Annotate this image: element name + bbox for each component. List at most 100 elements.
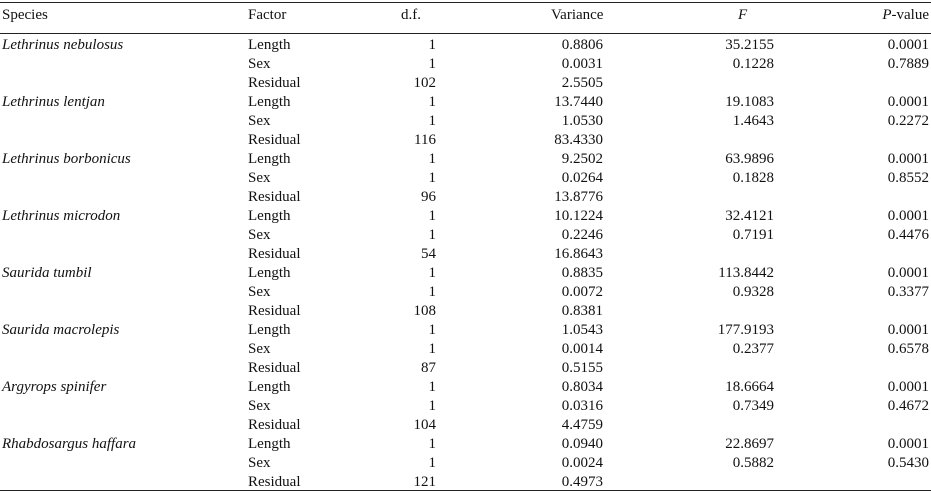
factor-cell: Sex (248, 56, 271, 72)
table-row: Residual 96 13.8776 (0, 188, 931, 207)
variance-cell: 0.2246 (561, 227, 603, 243)
f-cell: 22.8697 (725, 436, 774, 452)
species-name: Saurida tumbil (2, 265, 92, 281)
p-value-cell: 0.0001 (887, 37, 929, 53)
variance-cell: 16.8643 (554, 246, 603, 262)
f-cell: 113.8442 (718, 265, 774, 281)
factor-cell: Residual (248, 75, 301, 91)
variance-cell: 0.0264 (561, 170, 603, 186)
table-row: Sex 1 0.0264 0.1828 0.8552 (0, 169, 931, 188)
factor-cell: Sex (248, 284, 271, 300)
header-variance: Variance (551, 7, 604, 23)
header-p-letter: P (882, 7, 892, 23)
df-cell: 96 (421, 189, 436, 205)
df-cell: 104 (413, 417, 437, 433)
df-cell: 1 (428, 379, 437, 395)
factor-cell: Length (248, 436, 291, 452)
table-row: Argyrops spinifer Length 1 0.8034 18.6664 0.0… (0, 378, 931, 397)
table-row: Residual 104 4.4759 (0, 416, 931, 435)
df-cell: 1 (428, 284, 437, 300)
f-cell: 0.7349 (732, 398, 774, 414)
variance-cell: 0.8806 (561, 37, 603, 53)
variance-cell: 0.0024 (561, 455, 603, 471)
table-top-rule (0, 2, 931, 3)
table-row: Residual 108 0.8381 (0, 302, 931, 321)
p-value-cell: 0.4476 (887, 227, 929, 243)
table-body: Lethrinus nebulosus Length 1 0.8806 35.2155 0… (0, 36, 931, 492)
factor-cell: Length (248, 37, 291, 53)
df-cell: 1 (428, 113, 437, 129)
df-cell: 116 (414, 132, 436, 148)
df-cell: 1 (428, 436, 437, 452)
df-cell: 1 (428, 341, 437, 357)
p-value-cell: 0.5430 (887, 455, 929, 471)
df-cell: 102 (413, 75, 437, 91)
table-row: Sex 1 0.2246 0.7191 0.4476 (0, 226, 931, 245)
table-row: Residual 116 83.4330 (0, 131, 931, 150)
factor-cell: Residual (248, 417, 301, 433)
f-cell: 63.9896 (725, 151, 774, 167)
p-value-cell: 0.2272 (887, 113, 929, 129)
factor-cell: Sex (248, 170, 271, 186)
variance-cell: 0.8034 (561, 379, 603, 395)
variance-cell: 0.0031 (561, 56, 603, 72)
factor-cell: Sex (248, 227, 271, 243)
variance-cell: 1.0530 (561, 113, 603, 129)
variance-cell: 13.7440 (554, 94, 603, 110)
species-name: Lethrinus borbonicus (2, 151, 131, 167)
df-cell: 1 (428, 170, 437, 186)
variance-cell: 0.0316 (561, 398, 603, 414)
species-name: Rhabdosargus haffara (2, 436, 137, 452)
f-cell: 0.2377 (732, 341, 774, 357)
table-row: Rhabdosargus haffara Length 1 0.0940 22.8697… (0, 435, 931, 454)
table-row: Sex 1 0.0031 0.1228 0.7889 (0, 55, 931, 74)
df-cell: 1 (428, 398, 437, 414)
table-header-rule (0, 33, 931, 34)
species-name: Lethrinus microdon (2, 208, 121, 224)
table-row: Lethrinus microdon Length 1 10.1224 32.4121 0… (0, 207, 931, 226)
variance-cell: 4.4759 (561, 417, 603, 433)
variance-cell: 0.4973 (561, 474, 603, 490)
f-cell: 19.1083 (725, 94, 774, 110)
factor-cell: Sex (248, 113, 271, 129)
table-row: Residual 54 16.8643 (0, 245, 931, 264)
df-cell: 1 (428, 56, 437, 72)
p-value-cell: 0.0001 (887, 436, 929, 452)
df-cell: 87 (421, 360, 436, 376)
f-cell: 0.1828 (732, 170, 774, 186)
df-cell: 1 (428, 322, 437, 338)
df-cell: 1 (428, 37, 437, 53)
f-cell: 0.7191 (732, 227, 774, 243)
f-cell: 1.4643 (732, 113, 774, 129)
factor-cell: Length (248, 94, 291, 110)
variance-cell: 83.4330 (554, 132, 603, 148)
table-bottom-rule (0, 490, 931, 491)
table-row: Sex 1 1.0530 1.4643 0.2272 (0, 112, 931, 131)
factor-cell: Sex (248, 398, 271, 414)
table-row: Sex 1 0.0316 0.7349 0.4672 (0, 397, 931, 416)
f-cell: 177.9193 (717, 322, 774, 338)
factor-cell: Length (248, 151, 291, 167)
factor-cell: Sex (248, 455, 271, 471)
f-cell: 18.6664 (725, 379, 774, 395)
header-factor: Factor (248, 7, 287, 23)
table-row: Lethrinus lentjan Length 1 13.7440 19.1083 0.… (0, 93, 931, 112)
df-cell: 1 (428, 208, 437, 224)
factor-cell: Sex (248, 341, 271, 357)
p-value-cell: 0.6578 (887, 341, 929, 357)
header-p-suffix: -value (891, 7, 929, 23)
factor-cell: Residual (248, 360, 301, 376)
table-row: Residual 121 0.4973 (0, 473, 931, 492)
table-row: Residual 102 2.5505 (0, 74, 931, 93)
p-value-cell: 0.0001 (887, 379, 929, 395)
df-cell: 1 (428, 94, 437, 110)
variance-cell: 1.0543 (561, 322, 603, 338)
variance-cell: 10.1224 (554, 208, 603, 224)
header-f: F (738, 7, 748, 23)
factor-cell: Residual (248, 474, 301, 490)
table-row: Lethrinus nebulosus Length 1 0.8806 35.2155 0… (0, 36, 931, 55)
df-cell: 1 (428, 227, 437, 243)
variance-cell: 0.8835 (561, 265, 603, 281)
variance-cell: 0.0072 (561, 284, 603, 300)
f-cell: 32.4121 (725, 208, 774, 224)
